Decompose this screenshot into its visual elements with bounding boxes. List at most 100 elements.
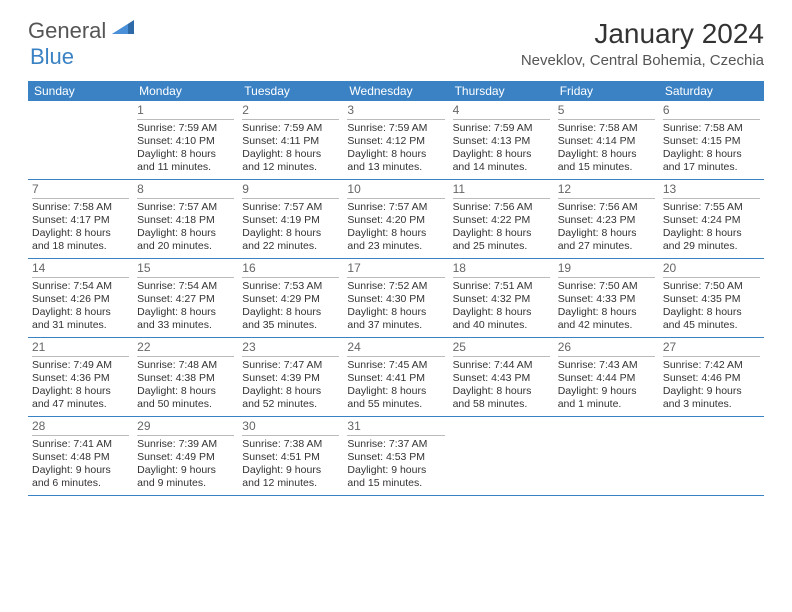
day-number: 16 xyxy=(242,261,339,278)
sunrise-text: Sunrise: 7:37 AM xyxy=(347,438,444,451)
day-cell: 23Sunrise: 7:47 AMSunset: 4:39 PMDayligh… xyxy=(238,338,343,416)
sunset-text: Sunset: 4:10 PM xyxy=(137,135,234,148)
day-number: 20 xyxy=(663,261,760,278)
day-cell: 30Sunrise: 7:38 AMSunset: 4:51 PMDayligh… xyxy=(238,417,343,495)
sunrise-text: Sunrise: 7:51 AM xyxy=(453,280,550,293)
sunset-text: Sunset: 4:46 PM xyxy=(663,372,760,385)
dayhead-wed: Wednesday xyxy=(343,81,448,101)
header: General January 2024 Neveklov, Central B… xyxy=(0,0,792,73)
day-number: 15 xyxy=(137,261,234,278)
sunrise-text: Sunrise: 7:54 AM xyxy=(137,280,234,293)
daylight-text: Daylight: 9 hours and 9 minutes. xyxy=(137,464,234,490)
day-cell: 14Sunrise: 7:54 AMSunset: 4:26 PMDayligh… xyxy=(28,259,133,337)
daylight-text: Daylight: 8 hours and 20 minutes. xyxy=(137,227,234,253)
weeks-container: 1Sunrise: 7:59 AMSunset: 4:10 PMDaylight… xyxy=(28,101,764,496)
day-number: 3 xyxy=(347,103,444,120)
sunset-text: Sunset: 4:26 PM xyxy=(32,293,129,306)
sunset-text: Sunset: 4:20 PM xyxy=(347,214,444,227)
day-cell: 15Sunrise: 7:54 AMSunset: 4:27 PMDayligh… xyxy=(133,259,238,337)
dayhead-sun: Sunday xyxy=(28,81,133,101)
daylight-text: Daylight: 8 hours and 14 minutes. xyxy=(453,148,550,174)
sunrise-text: Sunrise: 7:42 AM xyxy=(663,359,760,372)
day-number: 14 xyxy=(32,261,129,278)
day-number: 6 xyxy=(663,103,760,120)
sunrise-text: Sunrise: 7:59 AM xyxy=(453,122,550,135)
day-cell: 18Sunrise: 7:51 AMSunset: 4:32 PMDayligh… xyxy=(449,259,554,337)
day-number: 29 xyxy=(137,419,234,436)
day-number: 28 xyxy=(32,419,129,436)
daylight-text: Daylight: 8 hours and 37 minutes. xyxy=(347,306,444,332)
sunset-text: Sunset: 4:22 PM xyxy=(453,214,550,227)
sunset-text: Sunset: 4:29 PM xyxy=(242,293,339,306)
daylight-text: Daylight: 8 hours and 35 minutes. xyxy=(242,306,339,332)
day-header-row: Sunday Monday Tuesday Wednesday Thursday… xyxy=(28,81,764,101)
week-row: 21Sunrise: 7:49 AMSunset: 4:36 PMDayligh… xyxy=(28,338,764,417)
sunset-text: Sunset: 4:38 PM xyxy=(137,372,234,385)
day-cell xyxy=(28,101,133,179)
day-number: 4 xyxy=(453,103,550,120)
day-cell: 17Sunrise: 7:52 AMSunset: 4:30 PMDayligh… xyxy=(343,259,448,337)
day-cell: 7Sunrise: 7:58 AMSunset: 4:17 PMDaylight… xyxy=(28,180,133,258)
daylight-text: Daylight: 9 hours and 15 minutes. xyxy=(347,464,444,490)
daylight-text: Daylight: 8 hours and 18 minutes. xyxy=(32,227,129,253)
day-cell: 13Sunrise: 7:55 AMSunset: 4:24 PMDayligh… xyxy=(659,180,764,258)
sunrise-text: Sunrise: 7:57 AM xyxy=(347,201,444,214)
day-number: 8 xyxy=(137,182,234,199)
daylight-text: Daylight: 8 hours and 15 minutes. xyxy=(558,148,655,174)
logo: General xyxy=(28,18,136,44)
sunset-text: Sunset: 4:14 PM xyxy=(558,135,655,148)
daylight-text: Daylight: 8 hours and 17 minutes. xyxy=(663,148,760,174)
daylight-text: Daylight: 8 hours and 29 minutes. xyxy=(663,227,760,253)
sunrise-text: Sunrise: 7:55 AM xyxy=(663,201,760,214)
day-number: 17 xyxy=(347,261,444,278)
day-cell: 25Sunrise: 7:44 AMSunset: 4:43 PMDayligh… xyxy=(449,338,554,416)
day-cell: 2Sunrise: 7:59 AMSunset: 4:11 PMDaylight… xyxy=(238,101,343,179)
sunrise-text: Sunrise: 7:44 AM xyxy=(453,359,550,372)
sunset-text: Sunset: 4:24 PM xyxy=(663,214,760,227)
day-number: 27 xyxy=(663,340,760,357)
daylight-text: Daylight: 8 hours and 55 minutes. xyxy=(347,385,444,411)
day-number: 19 xyxy=(558,261,655,278)
day-cell: 29Sunrise: 7:39 AMSunset: 4:49 PMDayligh… xyxy=(133,417,238,495)
day-cell xyxy=(659,417,764,495)
day-number: 1 xyxy=(137,103,234,120)
location-subtitle: Neveklov, Central Bohemia, Czechia xyxy=(521,52,764,69)
sunset-text: Sunset: 4:32 PM xyxy=(453,293,550,306)
sunset-text: Sunset: 4:33 PM xyxy=(558,293,655,306)
daylight-text: Daylight: 8 hours and 11 minutes. xyxy=(137,148,234,174)
sunrise-text: Sunrise: 7:58 AM xyxy=(663,122,760,135)
day-cell: 22Sunrise: 7:48 AMSunset: 4:38 PMDayligh… xyxy=(133,338,238,416)
dayhead-fri: Friday xyxy=(554,81,659,101)
daylight-text: Daylight: 8 hours and 47 minutes. xyxy=(32,385,129,411)
sunset-text: Sunset: 4:44 PM xyxy=(558,372,655,385)
daylight-text: Daylight: 8 hours and 12 minutes. xyxy=(242,148,339,174)
day-cell: 28Sunrise: 7:41 AMSunset: 4:48 PMDayligh… xyxy=(28,417,133,495)
daylight-text: Daylight: 8 hours and 31 minutes. xyxy=(32,306,129,332)
day-cell: 12Sunrise: 7:56 AMSunset: 4:23 PMDayligh… xyxy=(554,180,659,258)
dayhead-sat: Saturday xyxy=(659,81,764,101)
sunset-text: Sunset: 4:23 PM xyxy=(558,214,655,227)
sunrise-text: Sunrise: 7:56 AM xyxy=(453,201,550,214)
sunset-text: Sunset: 4:30 PM xyxy=(347,293,444,306)
day-cell: 6Sunrise: 7:58 AMSunset: 4:15 PMDaylight… xyxy=(659,101,764,179)
sunrise-text: Sunrise: 7:43 AM xyxy=(558,359,655,372)
day-number: 21 xyxy=(32,340,129,357)
daylight-text: Daylight: 9 hours and 6 minutes. xyxy=(32,464,129,490)
day-cell: 5Sunrise: 7:58 AMSunset: 4:14 PMDaylight… xyxy=(554,101,659,179)
sunset-text: Sunset: 4:12 PM xyxy=(347,135,444,148)
sunrise-text: Sunrise: 7:57 AM xyxy=(137,201,234,214)
sunset-text: Sunset: 4:36 PM xyxy=(32,372,129,385)
daylight-text: Daylight: 9 hours and 12 minutes. xyxy=(242,464,339,490)
sunrise-text: Sunrise: 7:49 AM xyxy=(32,359,129,372)
day-cell: 8Sunrise: 7:57 AMSunset: 4:18 PMDaylight… xyxy=(133,180,238,258)
sunrise-text: Sunrise: 7:39 AM xyxy=(137,438,234,451)
sunset-text: Sunset: 4:19 PM xyxy=(242,214,339,227)
sunrise-text: Sunrise: 7:53 AM xyxy=(242,280,339,293)
sunrise-text: Sunrise: 7:56 AM xyxy=(558,201,655,214)
day-number: 31 xyxy=(347,419,444,436)
sunset-text: Sunset: 4:41 PM xyxy=(347,372,444,385)
sunrise-text: Sunrise: 7:58 AM xyxy=(558,122,655,135)
day-cell: 24Sunrise: 7:45 AMSunset: 4:41 PMDayligh… xyxy=(343,338,448,416)
sunset-text: Sunset: 4:27 PM xyxy=(137,293,234,306)
day-number: 18 xyxy=(453,261,550,278)
